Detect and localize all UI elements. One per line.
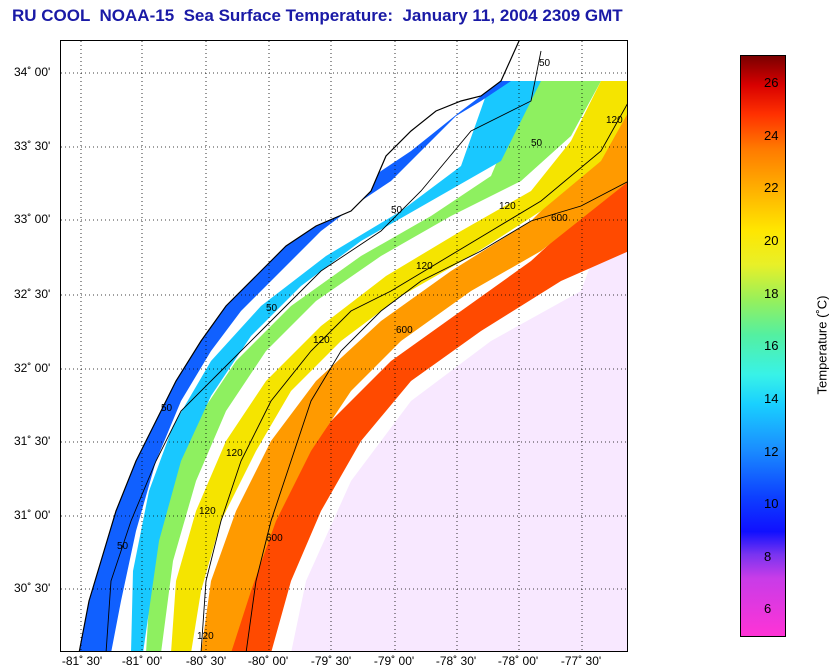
- colorbar-tick: 16: [764, 338, 779, 353]
- coastline: [78, 41, 520, 651]
- colorbar-tick: 22: [764, 180, 779, 195]
- land-area: [61, 41, 519, 651]
- isobath-label-120: 120: [197, 631, 214, 642]
- warm-red-band: [221, 172, 627, 651]
- colorbar-tick: 10: [764, 496, 779, 511]
- lon-label: -80˚ 00': [247, 654, 289, 668]
- lon-label: -78˚ 30': [435, 654, 477, 668]
- isobath-label-120: 120: [313, 335, 330, 346]
- temperature-colorbar: [740, 55, 786, 637]
- isobath-label-120: 120: [416, 261, 433, 272]
- colorbar-tick: 20: [764, 233, 779, 248]
- isobath-label-50: 50: [117, 541, 129, 552]
- lon-label: -77˚ 30': [560, 654, 602, 668]
- isobath-label-120: 120: [226, 448, 243, 459]
- isobath-label-50: 50: [266, 303, 278, 314]
- lat-label: 33˚ 30': [14, 139, 51, 153]
- lon-label: -79˚ 30': [310, 654, 352, 668]
- lat-label: 31˚ 00': [14, 508, 51, 522]
- colorbar-tick: 26: [764, 75, 779, 90]
- green-band: [146, 81, 601, 651]
- colorbar-label: Temperature (˚C): [814, 295, 830, 395]
- isobath-label-50: 50: [539, 58, 551, 69]
- colorbar-tick: 18: [764, 286, 779, 301]
- lon-label: -78˚ 00': [497, 654, 539, 668]
- colorbar-tick: 24: [764, 128, 779, 143]
- isobath-label-600: 600: [551, 213, 568, 224]
- colorbar-tick: 12: [764, 444, 779, 459]
- isobath-label-120: 120: [199, 506, 216, 517]
- lat-label: 34˚ 00': [14, 65, 51, 79]
- page-title: RU COOL NOAA-15 Sea Surface Temperature:…: [12, 6, 623, 25]
- isobath-120: [200, 103, 627, 651]
- isobath-label-120: 120: [499, 201, 516, 212]
- isobath-label-50: 50: [391, 205, 403, 216]
- lat-label: 33˚ 00': [14, 212, 51, 226]
- isobath-label-50: 50: [531, 138, 543, 149]
- lat-label: 32˚ 30': [14, 287, 51, 301]
- isobath-50: [105, 50, 542, 651]
- isobath-label-600: 600: [396, 325, 413, 336]
- sst-map: 50 50 50 50 50 50 120 120 120 120 120 12…: [60, 40, 628, 652]
- colorbar-tick: 14: [764, 391, 779, 406]
- yellow-band: [171, 81, 627, 651]
- cyan-band: [131, 81, 541, 651]
- sst-map-svg: 50 50 50 50 50 50 120 120 120 120 120 12…: [61, 41, 627, 651]
- offshore-noise-band: [291, 166, 627, 651]
- orange-band: [201, 104, 627, 651]
- colorbar-tick: 8: [764, 549, 772, 564]
- lon-label: -79˚ 00': [373, 654, 415, 668]
- isobath-600: [245, 181, 627, 651]
- lat-label: 30˚ 30': [14, 581, 51, 595]
- lon-label: -81˚ 30': [61, 654, 103, 668]
- lon-label: -80˚ 30': [185, 654, 227, 668]
- isobath-label-50: 50: [161, 403, 173, 414]
- colorbar-tick: 6: [764, 601, 772, 616]
- graticule: [61, 41, 627, 651]
- isobath-label-120: 120: [606, 115, 623, 126]
- lon-label: -81˚ 00': [121, 654, 163, 668]
- lat-label: 31˚ 30': [14, 434, 51, 448]
- isobath-label-600: 600: [266, 533, 283, 544]
- lat-label: 32˚ 00': [14, 361, 51, 375]
